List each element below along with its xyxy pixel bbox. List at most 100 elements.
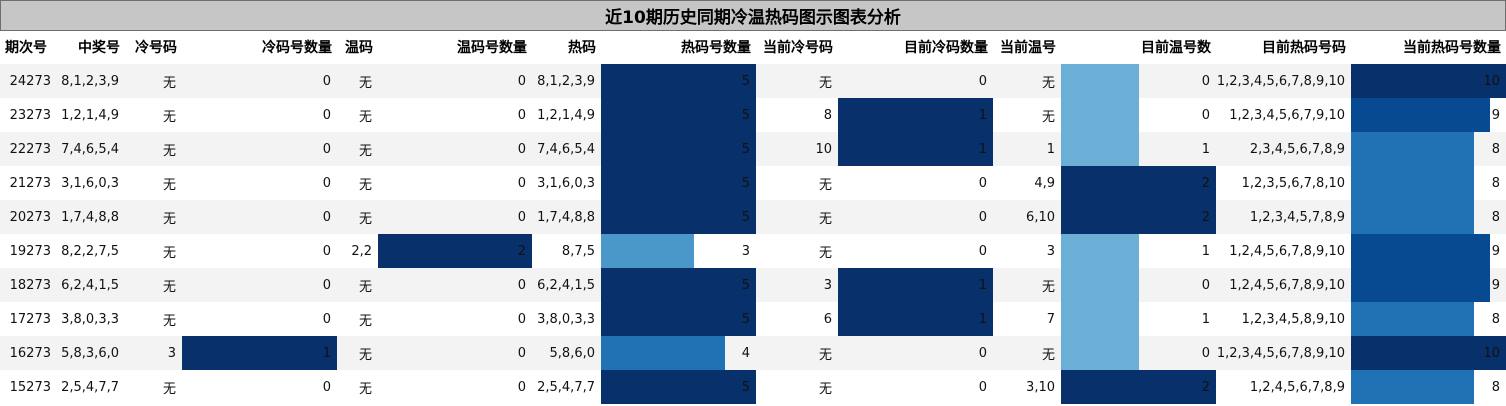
data-bar [1061, 336, 1139, 370]
header-4: 冷码号数量 [262, 40, 332, 56]
table-cell: 0 [322, 311, 331, 327]
table-cell: 4,9 [1034, 175, 1055, 191]
table-cell: 8 [823, 107, 832, 123]
table-cell: 无 [162, 109, 176, 125]
table-cell: 无 [162, 313, 176, 329]
table-cell: 10 [1483, 73, 1500, 89]
table-cell: 3 [823, 277, 832, 293]
table-cell: 无 [818, 211, 832, 227]
table-cell: 1 [1201, 141, 1210, 157]
table-row: 19273 8,2,2,7,5 无 0 2,2 2 8,7,5 3 无 0 3 1 1,2,4,5,6,… [0, 234, 1506, 268]
table-cell: 22273 [9, 141, 51, 157]
table-cell: 18273 [9, 277, 51, 293]
table-cell: 无 [358, 211, 372, 227]
data-bar [1351, 234, 1490, 268]
data-bar [601, 336, 725, 370]
table-cell: 3 [167, 345, 176, 361]
data-bar [1351, 302, 1474, 336]
table-cell: 0 [517, 175, 526, 191]
table-cell: 1,2,4,5,6,7,8,9 [1249, 379, 1345, 395]
table-cell: 8,2,2,7,5 [61, 243, 119, 259]
data-bar [1351, 336, 1506, 370]
table-cell: 2 [517, 243, 526, 259]
table-cell: 5 [741, 175, 750, 191]
table-cell: 1 [978, 141, 987, 157]
table-cell: 无 [162, 279, 176, 295]
table-cell: 6,2,4,1,5 [61, 277, 119, 293]
table-cell: 16273 [9, 345, 51, 361]
table-cell: 1,2,3,4,5,6,7,8,9,10 [1216, 345, 1345, 361]
data-bar [601, 132, 756, 166]
table-cell: 无 [358, 347, 372, 363]
table-row: 16273 5,8,3,6,0 3 1 无 0 5,8,6,0 4 无 0 无 0 1,2,3,4,5,… [0, 336, 1506, 370]
table-cell: 0 [517, 345, 526, 361]
table-cell: 10 [815, 141, 832, 157]
table-cell: 0 [517, 73, 526, 89]
table-cell: 1,2,1,4,9 [537, 107, 595, 123]
data-bar [838, 132, 993, 166]
table-cell: 无 [358, 313, 372, 329]
table-cell: 3,8,0,3,3 [537, 311, 595, 327]
data-bar [1351, 166, 1474, 200]
table-cell: 无 [358, 75, 372, 91]
table-cell: 0 [517, 141, 526, 157]
header-10: 目前冷码数量 [904, 40, 988, 56]
table-cell: 9 [1491, 243, 1500, 259]
table-cell: 15273 [9, 379, 51, 395]
table-cell: 无 [162, 143, 176, 159]
data-bar [601, 64, 756, 98]
table-cell: 0 [322, 73, 331, 89]
table-cell: 0 [517, 209, 526, 225]
table-cell: 无 [358, 381, 372, 397]
table-cell: 5 [741, 141, 750, 157]
table-row: 20273 1,7,4,8,8 无 0 无 0 1,7,4,8,8 5 无 0 6,10 2 1,2,3… [0, 200, 1506, 234]
table-cell: 无 [162, 381, 176, 397]
data-bar [601, 370, 756, 404]
table-cell: 24273 [9, 73, 51, 89]
table-cell: 无 [1041, 347, 1055, 363]
table-cell: 无 [818, 381, 832, 397]
header-9: 当前冷号码 [763, 40, 833, 56]
table-cell: 0 [322, 107, 331, 123]
table-cell: 8 [1491, 175, 1500, 191]
table-cell: 无 [818, 177, 832, 193]
header-5: 温码 [345, 40, 373, 56]
table-cell: 0 [1201, 73, 1210, 89]
table-cell: 5 [741, 73, 750, 89]
data-bar [1061, 234, 1139, 268]
table-cell: 0 [322, 379, 331, 395]
header-11: 当前温号 [1000, 40, 1056, 56]
table-cell: 0 [322, 209, 331, 225]
table-cell: 1,2,3,4,5,8,9,10 [1241, 311, 1345, 327]
table-cell: 0 [322, 243, 331, 259]
table-cell: 5,8,3,6,0 [61, 345, 119, 361]
table-cell: 5,8,6,0 [549, 345, 595, 361]
table-cell: 7 [1046, 311, 1055, 327]
data-bar [182, 336, 337, 370]
table-cell: 1,2,1,4,9 [61, 107, 119, 123]
table-cell: 1,2,3,4,5,6,7,8,9,10 [1216, 73, 1345, 89]
table-cell: 1 [1201, 311, 1210, 327]
table-cell: 21273 [9, 175, 51, 191]
table-cell: 1,7,4,8,8 [537, 209, 595, 225]
table-cell: 8,1,2,3,9 [537, 73, 595, 89]
data-bar [1061, 268, 1139, 302]
table-cell: 5 [741, 379, 750, 395]
table-cell: 23273 [9, 107, 51, 123]
data-bar [1351, 98, 1490, 132]
table-cell: 无 [818, 75, 832, 91]
chart-title: 近10期历史同期冷温热码图示图表分析 [0, 0, 1506, 31]
table-cell: 0 [978, 73, 987, 89]
table-cell: 无 [358, 279, 372, 295]
table-cell: 1 [1201, 243, 1210, 259]
table-row: 24273 8,1,2,3,9 无 0 无 0 8,1,2,3,9 5 无 0 无 0 1,2,3,4,… [0, 64, 1506, 98]
table-cell: 0 [978, 345, 987, 361]
data-bar [601, 98, 756, 132]
table-cell: 1,2,4,5,6,7,8,9,10 [1229, 243, 1345, 259]
table-cell: 8 [1491, 311, 1500, 327]
table-row: 22273 7,4,6,5,4 无 0 无 0 7,4,6,5,4 5 10 1 1 1 2,3,4,5… [0, 132, 1506, 166]
header-13: 目前热码号码 [1262, 40, 1346, 56]
table-cell: 20273 [9, 209, 51, 225]
data-bar [1351, 64, 1506, 98]
